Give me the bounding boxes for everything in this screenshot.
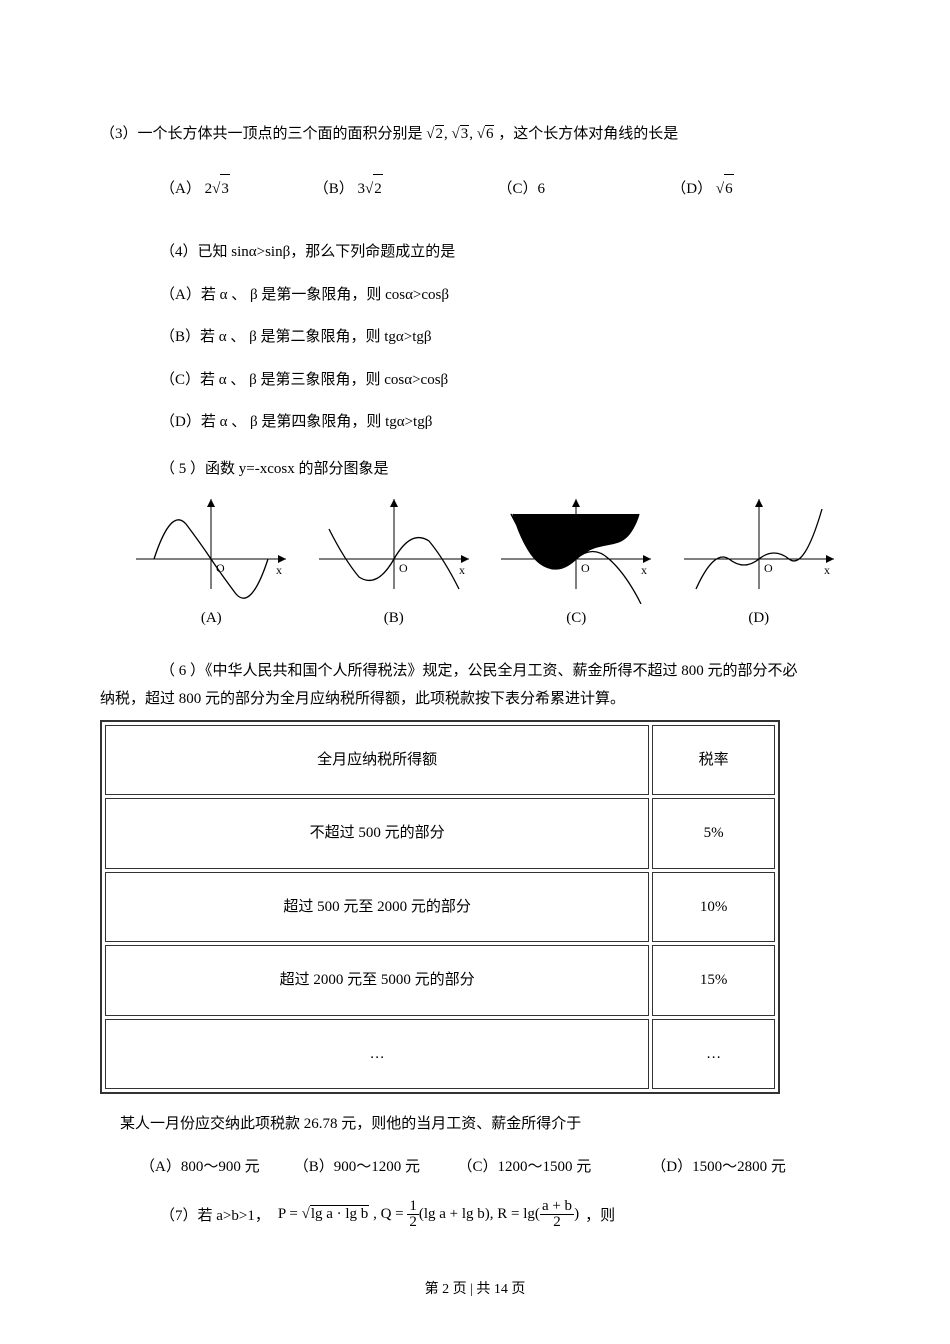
q3-option-d: （D） 6 (671, 174, 791, 204)
table-row: 不超过 500 元的部分 5% (105, 798, 775, 869)
tax-header-c1: 全月应纳税所得额 (105, 725, 649, 796)
q4-option-a: （A）若 α 、 β 是第一象限角，则 cosα>cosβ (160, 281, 870, 310)
q3-option-b: （B） 32 (314, 174, 494, 204)
table-row: 超过 500 元至 2000 元的部分 10% (105, 872, 775, 943)
q7-formula: P = lg a · lg b , Q = 1 2 (lg a + lg b),… (278, 1199, 579, 1230)
q3-stem-prefix: （3）一个长方体共一顶点的三个面的面积分别是 (100, 126, 426, 142)
q7-suffix: ，则 (585, 1202, 615, 1231)
x-axis-label: x (459, 563, 465, 577)
q4-option-b: （B）若 α 、 β 是第二象限角，则 tgα>tgβ (160, 323, 870, 352)
sqrt-sym: 2 (365, 174, 383, 204)
origin-label: O (216, 561, 225, 575)
graph-a-svg: O x (126, 489, 296, 604)
q5-stem: （ 5 ）函数 y=-xcosx 的部分图象是 (160, 455, 870, 484)
table-row: … … (105, 1019, 775, 1090)
q5-graph-a: O x (A) (126, 489, 296, 633)
tax-cell: 超过 500 元至 2000 元的部分 (105, 872, 649, 943)
q6-option-d: （D）1500～2800 元 (651, 1153, 821, 1182)
tax-cell: 10% (652, 872, 775, 943)
tax-cell: 超过 2000 元至 5000 元的部分 (105, 945, 649, 1016)
q5-graph-b: O x (B) (309, 489, 479, 633)
tax-cell: … (652, 1019, 775, 1090)
q4-option-d: （D）若 α 、 β 是第四象限角，则 tgα>tgβ (160, 408, 870, 437)
sqrt-6: 6 (477, 120, 495, 149)
sqrt-sym: 3 (212, 174, 230, 204)
q5-graph-c: O x (C) (491, 489, 661, 633)
svg-text:O: O (581, 561, 590, 575)
q5-label-c: (C) (491, 604, 661, 633)
x-axis-label: x (824, 563, 830, 577)
q7-prefix: （7）若 a>b>1， (160, 1202, 270, 1231)
q3-stem: （3）一个长方体共一顶点的三个面的面积分别是 2, 3, 6 ，这个长方体对角线… (100, 120, 870, 149)
tax-cell: 15% (652, 945, 775, 1016)
origin-label: O (399, 561, 408, 575)
sqrt-2: 2 (426, 120, 444, 149)
q6-option-a: （A）800～900 元 (140, 1153, 290, 1182)
table-row: 超过 2000 元至 5000 元的部分 15% (105, 945, 775, 1016)
q5-label-b: (B) (309, 604, 479, 633)
q5-graphs: O x (A) O x (B) (120, 489, 850, 633)
q6-stem-line2: 纳税，超过 800 元的部分为全月应纳税所得额，此项税款按下表分希累进计算。 (100, 685, 870, 714)
table-row: 全月应纳税所得额 税率 (105, 725, 775, 796)
q3-stem-suffix: ，这个长方体对角线的长是 (498, 126, 678, 142)
sqrt-sym: 6 (716, 174, 734, 204)
q4-option-c: （C）若 α 、 β 是第三象限角，则 cosα>cosβ (160, 366, 870, 395)
q5-graph-d: O x (D) (674, 489, 844, 633)
q3-option-c: （C）6 (498, 175, 668, 204)
tax-table: 全月应纳税所得额 税率 不超过 500 元的部分 5% 超过 500 元至 20… (100, 720, 780, 1095)
q4-stem: （4）已知 sinα>sinβ，那么下列命题成立的是 (160, 238, 870, 267)
svg-text:x: x (641, 563, 647, 577)
q5-label-d: (D) (674, 604, 844, 633)
x-axis-label: x (276, 563, 282, 577)
q3-options: （A） 23 （B） 32 （C）6 （D） 6 (160, 174, 870, 204)
q6-tail: 某人一月份应交纳此项税款 26.78 元，则他的当月工资、薪金所得介于 (120, 1110, 870, 1139)
tax-cell: … (105, 1019, 649, 1090)
graph-d-svg: O x (674, 489, 844, 604)
q6-options: （A）800～900 元 （B）900～1200 元 （C）1200～1500 … (140, 1153, 870, 1182)
origin-label: O (764, 561, 773, 575)
q6-option-b: （B）900～1200 元 (294, 1153, 454, 1182)
q7-line: （7）若 a>b>1， P = lg a · lg b , Q = 1 2 (l… (160, 1199, 870, 1230)
q5-label-a: (A) (126, 604, 296, 633)
page-footer: 第 2 页 | 共 14 页 (0, 1277, 950, 1304)
tax-cell: 5% (652, 798, 775, 869)
q3-option-a: （A） 23 (160, 174, 310, 204)
tax-header-c2: 税率 (652, 725, 775, 796)
tax-cell: 不超过 500 元的部分 (105, 798, 649, 869)
q6-stem-line1: （ 6 ）《中华人民共和国个人所得税法》规定，公民全月工资、薪金所得不超过 80… (160, 657, 870, 686)
graph-b-svg: O x (309, 489, 479, 604)
q6-option-c: （C）1200～1500 元 (458, 1153, 648, 1182)
sqrt-3: 3 (452, 120, 470, 149)
